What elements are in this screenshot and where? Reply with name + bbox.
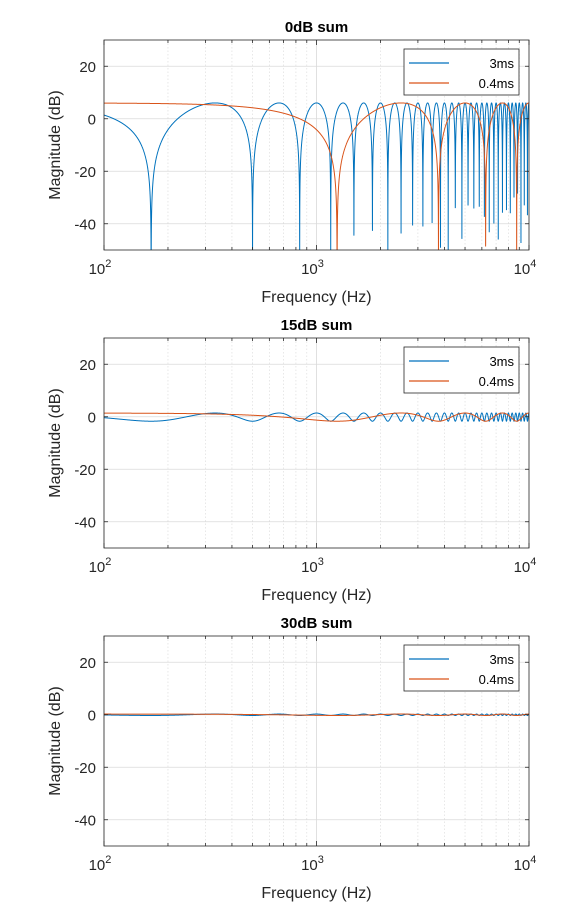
legend-label-0p4ms: 0.4ms <box>479 672 515 687</box>
chart-title: 0dB sum <box>285 19 348 36</box>
y-tick-label: 20 <box>79 59 96 76</box>
y-tick-label: 0 <box>88 707 96 724</box>
y-tick-label: -20 <box>74 462 96 479</box>
x-tick-label: 103 <box>301 258 324 278</box>
y-tick-label: -40 <box>74 514 96 531</box>
series-line-3ms <box>104 412 529 422</box>
x-tick-label: 104 <box>514 258 537 278</box>
y-tick-label: 20 <box>79 357 96 374</box>
x-axis-label: Frequency (Hz) <box>261 289 371 306</box>
y-tick-label: -20 <box>74 164 96 181</box>
series-line-3ms <box>104 102 529 250</box>
x-tick-label: 103 <box>301 854 324 874</box>
x-axis-label: Frequency (Hz) <box>261 587 371 604</box>
series-line-0p4ms <box>104 713 529 716</box>
x-tick-label: 102 <box>89 854 112 874</box>
x-tick-label: 102 <box>89 258 112 278</box>
y-tick-label: -20 <box>74 760 96 777</box>
chart-panel-1: 20 0 -20 -40 102 103 104 0dB sum Frequency (Hz) M… <box>47 19 536 306</box>
y-tick-label: 20 <box>79 655 96 672</box>
chart-panel-2: 20 0 -20 -40 102 103 104 15dB sum Frequency (Hz)… <box>47 317 536 604</box>
chart-title: 30dB sum <box>281 615 353 632</box>
chart-title: 15dB sum <box>281 317 353 334</box>
legend: 3ms 0.4ms <box>403 346 520 394</box>
y-tick-label: -40 <box>74 216 96 233</box>
x-tick-label: 104 <box>514 556 537 576</box>
legend-label-3ms: 3ms <box>489 652 514 667</box>
y-axis-label: Magnitude (dB) <box>47 90 64 199</box>
legend-label-0p4ms: 0.4ms <box>479 76 515 91</box>
x-tick-label: 102 <box>89 556 112 576</box>
y-axis-label: Magnitude (dB) <box>47 686 64 795</box>
legend-label-3ms: 3ms <box>489 354 514 369</box>
series-line-0p4ms <box>104 412 529 422</box>
y-tick-label: 0 <box>88 409 96 426</box>
legend-box <box>403 346 520 394</box>
y-axis-label: Magnitude (dB) <box>47 388 64 497</box>
y-tick-label: 0 <box>88 111 96 128</box>
chart-panel-3: 20 0 -20 -40 102 103 104 30dB sum Frequency (Hz)… <box>47 615 536 902</box>
legend-box <box>403 644 520 692</box>
y-tick-label: -40 <box>74 812 96 829</box>
legend-label-3ms: 3ms <box>489 56 514 71</box>
legend-box <box>403 48 520 96</box>
x-tick-label: 104 <box>514 854 537 874</box>
x-axis-label: Frequency (Hz) <box>261 885 371 902</box>
series-line-0p4ms <box>104 102 529 250</box>
x-tick-label: 103 <box>301 556 324 576</box>
legend-label-0p4ms: 0.4ms <box>479 374 515 389</box>
legend: 3ms 0.4ms <box>403 48 520 96</box>
legend: 3ms 0.4ms <box>403 644 520 692</box>
